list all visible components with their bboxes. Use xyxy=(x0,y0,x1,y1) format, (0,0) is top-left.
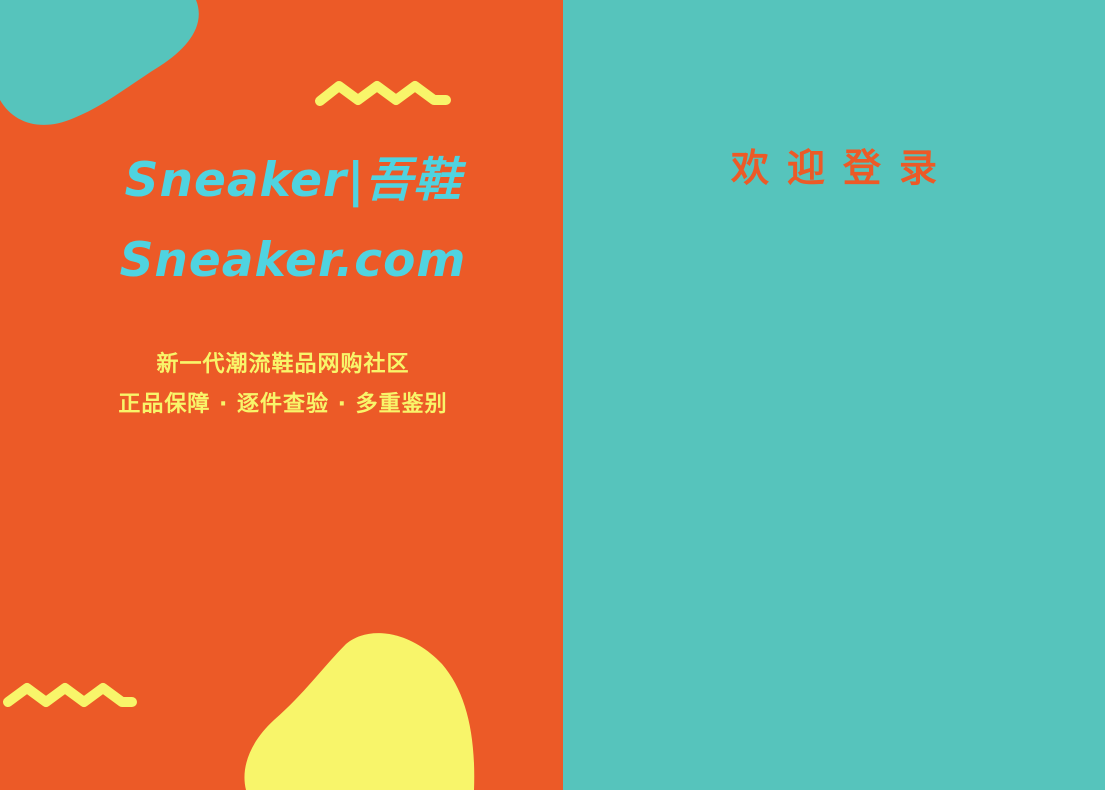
teal-blob-decoration xyxy=(0,0,199,125)
brand-tagline-primary: 新一代潮流鞋品网购社区 xyxy=(156,352,410,377)
login-panel: 欢迎登录 xyxy=(563,0,1105,790)
yellow-blob-decoration xyxy=(244,633,475,790)
zigzag-bottom-decoration xyxy=(3,683,137,707)
brand-panel: Sneaker|吾鞋 Sneaker.com 新一代潮流鞋品网购社区 正品保障 … xyxy=(0,0,563,790)
brand-tagline-secondary: 正品保障 · 逐件查验 · 多重鉴别 xyxy=(118,392,448,417)
welcome-title: 欢迎登录 xyxy=(730,146,955,190)
zigzag-top-decoration xyxy=(315,81,451,106)
brand-domain: Sneaker.com xyxy=(119,233,467,288)
brand-title: Sneaker|吾鞋 xyxy=(124,153,462,208)
